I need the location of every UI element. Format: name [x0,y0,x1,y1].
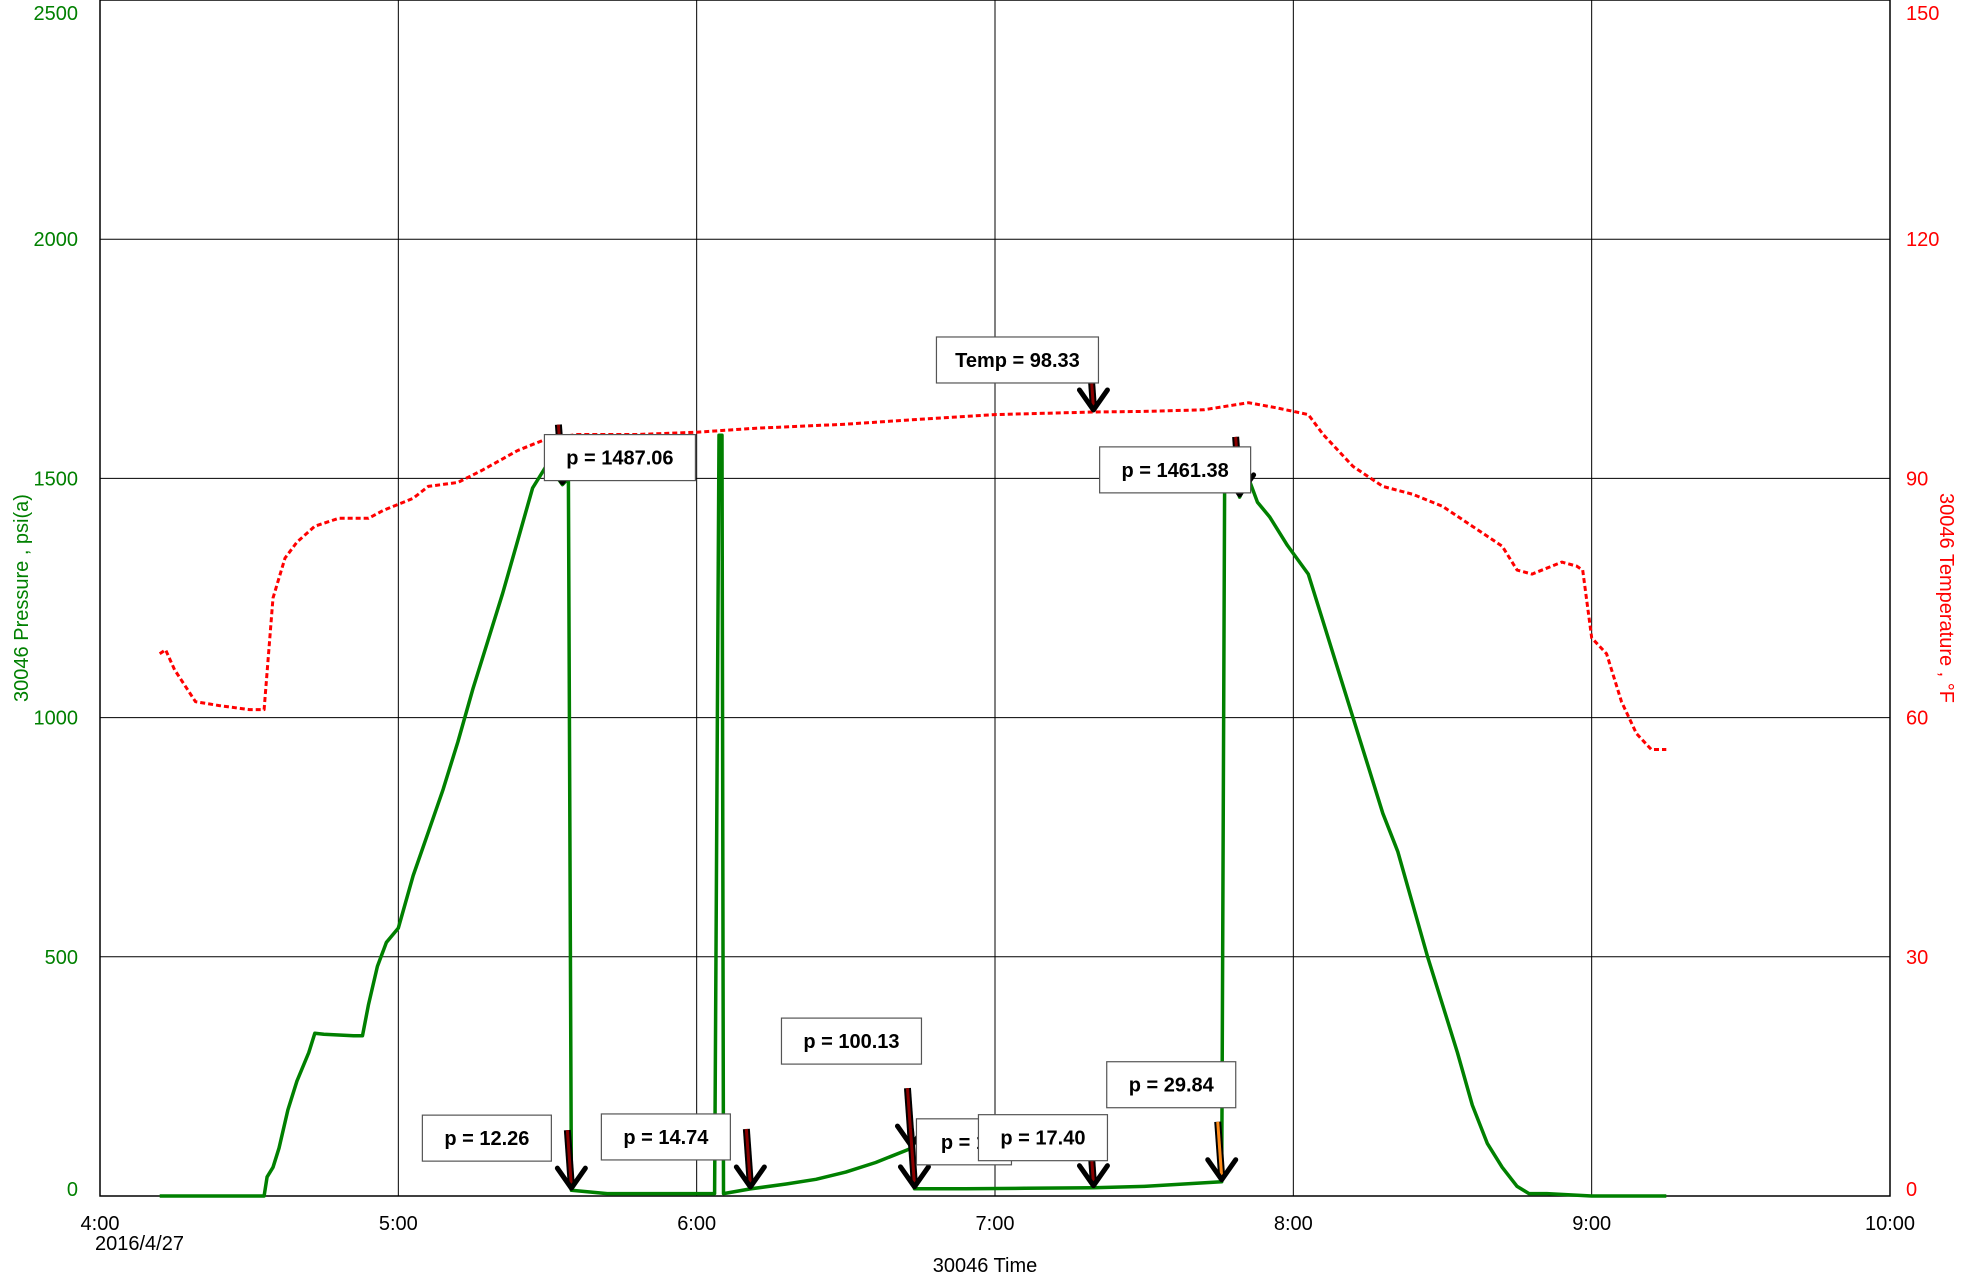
y-right-tick-label: 0 [1906,1179,1917,1201]
x-tick-label: 6:00 [677,1213,716,1235]
annotation-label: p = 12.26 [444,1128,529,1150]
x-tick-label: 4:00 [81,1213,120,1235]
annotation-label: Temp = 98.33 [955,350,1080,372]
annotation-arrow-head [1076,1163,1110,1189]
y-right-axis-title: 30046 Temperature , °F [1935,493,1957,703]
y-right-tick-label: 150 [1906,3,1939,25]
annotation-label-box [977,1114,1109,1162]
y-right-tick-label: 120 [1906,229,1939,251]
y-left-axis-title: 30046 Pressure , psi(a) [11,494,33,702]
annotation-label: p = 1 [941,1132,987,1154]
x-tick-label: 9:00 [1572,1213,1611,1235]
temperature-series-line [158,401,1667,751]
y-left-tick-label: 2500 [34,3,79,25]
grid-lines [100,0,1890,1196]
annotation-label-box [1099,446,1252,494]
annotation-label-box [1106,1061,1237,1109]
annotation-label-box [543,433,697,482]
annotation-arrow-head [554,1165,588,1191]
x-tick-label: 5:00 [379,1213,418,1235]
annotation-label-box [780,1017,923,1065]
annotation-label: p = 29.84 [1129,1075,1215,1097]
y-left-tick-label: 0 [67,1179,78,1201]
y-right-tick-label: 90 [1906,468,1928,490]
y-right-tick-label: 60 [1906,708,1928,730]
annotation-arrow-shaft-fill [744,1128,752,1186]
y-right-tick-label: 30 [1906,947,1928,969]
annotation-arrow-head [1076,387,1110,413]
annotation-label-box [935,336,1100,384]
annotation-arrow-head [1205,1157,1239,1183]
y-left-tick-label: 2000 [34,229,79,251]
y-left-tick-label: 500 [45,947,78,969]
x-tick-label: 7:00 [976,1213,1015,1235]
annotation-arrow-shaft-fill [908,1128,916,1185]
annotation-label: p = 100.13 [803,1031,899,1053]
annotation-label: p = 1461.38 [1121,460,1228,482]
y-left-tick-label: 1500 [34,468,79,490]
annotation-arrow-head [733,1164,767,1190]
annotations: p = 1487.06 Temp = 98.33 p = 1461.38 p = 12… [421,336,1257,1191]
annotation-arrow-head [897,1164,931,1190]
annotation-label: p = 17.40 [1000,1128,1085,1150]
tick-labels: 4:00 5:00 6:00 7:00 8:00 9:00 10:00 0 500 1000 150… [34,3,1940,1235]
annotation-arrow-shaft-fill [565,1130,573,1187]
annotation-label: p = 1487.06 [566,448,673,470]
annotation-label-box [421,1114,552,1162]
annotation-label: p = 14.74 [623,1127,709,1149]
x-tick-label: 10:00 [1865,1213,1915,1235]
x-tick-label: 8:00 [1274,1213,1313,1235]
annotation-label-box [600,1113,731,1161]
pressure-series-line [159,433,1667,1198]
x-axis-date-label: 2016/4/27 [95,1233,184,1255]
data-series [158,401,1667,1198]
annotation-arrow-shaft-fill [1216,1121,1224,1178]
y-left-tick-label: 1000 [34,708,79,730]
x-axis-title: 30046 Time [933,1255,1038,1276]
